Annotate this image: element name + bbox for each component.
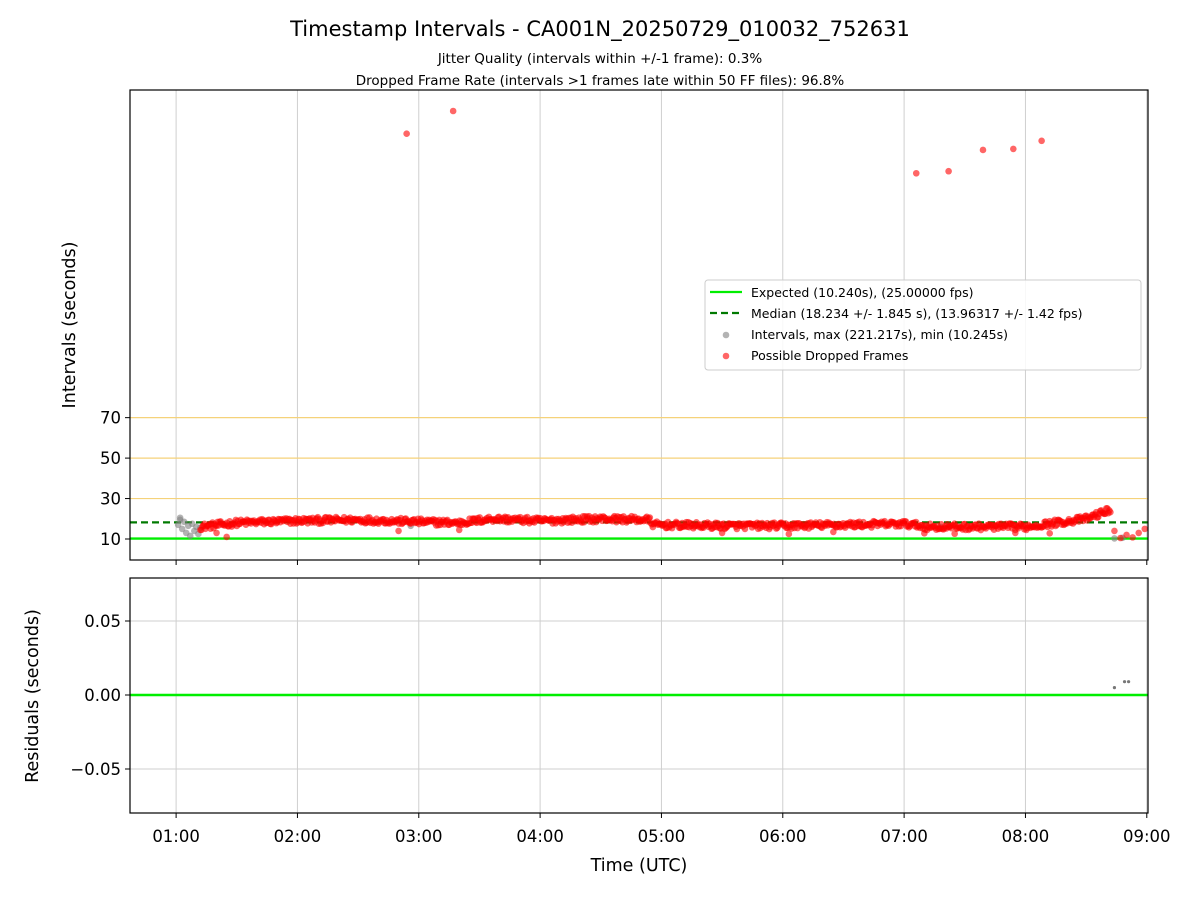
dropped-frame-outlier-0 bbox=[403, 130, 410, 138]
dropped-frame-low-point-3 bbox=[455, 526, 463, 534]
dropped-frame-low-point-5 bbox=[785, 530, 793, 538]
residual-point-1 bbox=[1122, 680, 1127, 684]
intervals-reference-lines bbox=[130, 417, 1148, 500]
chart-title: Timestamp Intervals - CA001N_20250729_01… bbox=[289, 17, 910, 42]
x-tick-label-2: 03:00 bbox=[395, 827, 443, 846]
intervals-y-tick-label-50: 50 bbox=[100, 449, 121, 468]
intervals-y-axis-label: Intervals (seconds) bbox=[60, 242, 80, 409]
chart-subtitle-dropped: Dropped Frame Rate (intervals >1 frames … bbox=[356, 73, 845, 89]
dropped-frame-tail-point-4 bbox=[1135, 529, 1142, 537]
dropped-frame-low-point-7 bbox=[921, 530, 928, 537]
dropped-frame-low-point-6 bbox=[830, 528, 837, 536]
interval-point-15 bbox=[1111, 535, 1118, 542]
dropped-frame-outlier-2 bbox=[912, 169, 920, 177]
intervals-y-tick-label-30: 30 bbox=[100, 490, 121, 509]
legend-median-label: Median (18.234 +/- 1.845 s), (13.96317 +… bbox=[751, 306, 1082, 321]
dropped-frame-low-point-4 bbox=[718, 529, 726, 537]
legend-item-expected: Expected (10.240s), (25.00000 fps) bbox=[710, 285, 973, 300]
legend-expected-label: Expected (10.240s), (25.00000 fps) bbox=[751, 285, 973, 300]
legend-item-intervals: Intervals, max (221.217s), min (10.245s) bbox=[722, 327, 1008, 342]
residual-point-2 bbox=[1126, 680, 1131, 684]
intervals-y-tick-label-10: 10 bbox=[100, 530, 121, 549]
residuals-y-tick-label-1: 0.00 bbox=[84, 686, 121, 705]
dropped-frame-tail-point-2 bbox=[1123, 531, 1130, 539]
intervals-points bbox=[174, 107, 1149, 542]
interval-point-0 bbox=[174, 521, 182, 529]
dropped-frame-point bbox=[1107, 508, 1114, 516]
dropped-frame-outlier-1 bbox=[449, 107, 457, 115]
dropped-frame-low-point-0 bbox=[213, 529, 220, 537]
x-tick-label-3: 04:00 bbox=[516, 827, 564, 846]
x-tick-label-5: 06:00 bbox=[759, 827, 807, 846]
dropped-frame-outlier-6 bbox=[1038, 137, 1045, 145]
intervals-panel: 10 30 50 70 Intervals (seconds) Expected (1… bbox=[60, 89, 1149, 565]
x-tick-label-4: 05:00 bbox=[638, 827, 686, 846]
residual-point-0 bbox=[1112, 686, 1117, 690]
intervals-frame bbox=[129, 89, 1149, 561]
x-tick-label-0: 01:00 bbox=[152, 827, 200, 846]
x-tick-label-8: 09:00 bbox=[1123, 827, 1171, 846]
x-axis-label: Time (UTC) bbox=[590, 856, 688, 876]
x-tick-label-6: 07:00 bbox=[880, 827, 928, 846]
chart-subtitle-jitter: Jitter Quality (intervals within +/-1 fr… bbox=[437, 51, 763, 67]
dropped-frame-low-point-10 bbox=[1046, 530, 1054, 537]
interval-point-3 bbox=[180, 518, 188, 526]
interval-point-12 bbox=[176, 514, 184, 522]
dropped-frame-low-point-8 bbox=[951, 530, 958, 538]
legend-intervals-swatch bbox=[722, 331, 730, 339]
residuals-x-ticks: 01:00 02:00 03:00 04:00 05:00 06:00 07:00 08:00… bbox=[152, 813, 1171, 846]
interval-point-2 bbox=[178, 525, 186, 533]
residuals-y-ticks: 0.05 0.00 −0.05 bbox=[70, 612, 130, 779]
residuals-y-axis-label: Residuals (seconds) bbox=[23, 609, 43, 783]
dropped-frame-tail-point-3 bbox=[1129, 534, 1136, 541]
legend: Expected (10.240s), (25.00000 fps) Media… bbox=[704, 279, 1142, 371]
intervals-y-tick-label-70: 70 bbox=[100, 409, 121, 428]
residuals-y-tick-label-0: 0.05 bbox=[84, 612, 121, 631]
intervals-x-ticks bbox=[175, 560, 1148, 565]
dropped-frame-outlier-5 bbox=[1010, 145, 1017, 153]
legend-dropped-swatch bbox=[722, 352, 730, 360]
dropped-frame-outlier-4 bbox=[979, 146, 987, 154]
x-tick-label-1: 02:00 bbox=[274, 827, 322, 846]
legend-intervals-label: Intervals, max (221.217s), min (10.245s) bbox=[751, 327, 1008, 342]
legend-item-dropped: Possible Dropped Frames bbox=[722, 348, 908, 363]
dropped-frame-tail-point-1 bbox=[1117, 534, 1124, 542]
dropped-frame-low-point-1 bbox=[223, 533, 230, 541]
dropped-frame-outlier-3 bbox=[945, 167, 952, 175]
residuals-points bbox=[1112, 680, 1131, 690]
dropped-frame-tail-point-5 bbox=[1141, 525, 1149, 533]
dropped-frame-tail-point-0 bbox=[1111, 527, 1118, 535]
legend-dropped-label: Possible Dropped Frames bbox=[751, 348, 908, 363]
dropped-frame-low-point-9 bbox=[1012, 529, 1019, 537]
residuals-panel: 0.050.00−0.05 01:00 02:00 03:00 04:00 05:00 0… bbox=[23, 577, 1171, 876]
legend-box bbox=[704, 279, 1142, 371]
legend-item-median: Median (18.234 +/- 1.845 s), (13.96317 +… bbox=[710, 306, 1082, 321]
dropped-frame-low-point-2 bbox=[395, 527, 402, 535]
residuals-y-tick-label-2: −0.05 bbox=[70, 760, 121, 779]
intervals-y-ticks: 10 30 50 70 bbox=[100, 409, 130, 549]
dropped-frame-point bbox=[646, 514, 654, 521]
interval-point-6 bbox=[186, 532, 194, 540]
x-tick-label-7: 08:00 bbox=[1002, 827, 1050, 846]
